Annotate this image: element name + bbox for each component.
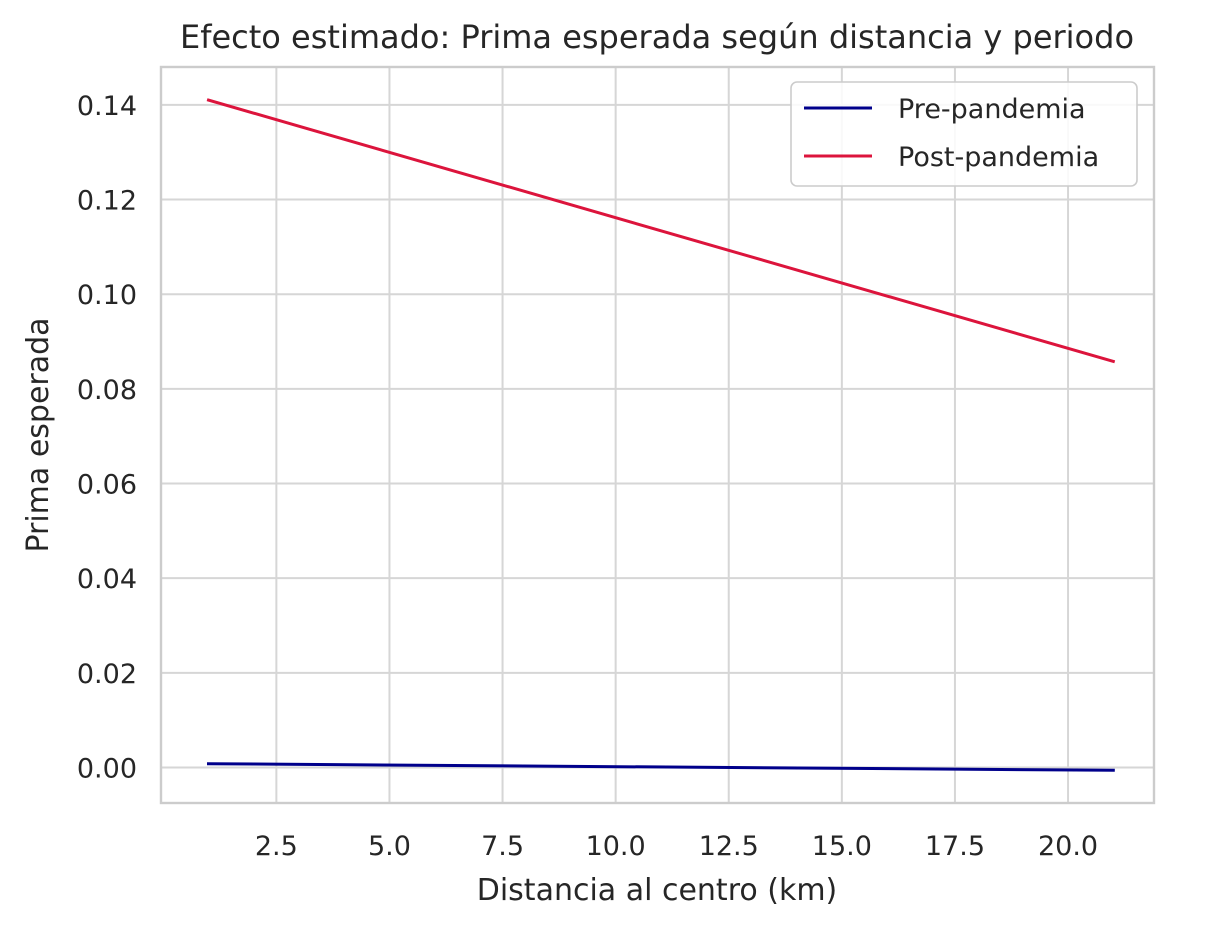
x-tick-label: 2.5	[255, 831, 298, 862]
y-tick-label: 0.06	[77, 470, 137, 501]
y-tick-label: 0.00	[77, 754, 137, 785]
y-tick-label: 0.10	[77, 280, 137, 311]
x-axis-title: Distancia al centro (km)	[477, 873, 838, 908]
plot-frame	[159, 65, 1156, 805]
chart-title: Efecto estimado: Prima esperada según di…	[180, 18, 1134, 56]
x-tick-label: 10.0	[586, 831, 646, 862]
plot-area	[159, 65, 1156, 805]
x-tick-label: 7.5	[481, 831, 524, 862]
y-axis-title: Prima esperada	[21, 317, 56, 552]
series-line-pre-pandemia	[206, 762, 1115, 772]
legend-box	[790, 81, 1138, 187]
x-axis-tick-labels: 2.5 5.0 7.5 10.0 12.5 15.0 17.5 20.0	[255, 831, 1098, 862]
x-tick-label: 5.0	[368, 831, 411, 862]
y-tick-label: 0.02	[77, 659, 137, 690]
x-tick-label: 15.0	[812, 831, 872, 862]
y-tick-label: 0.14	[77, 91, 137, 122]
x-tick-label: 17.5	[925, 831, 985, 862]
series-lines	[206, 98, 1116, 772]
x-tick-label: 12.5	[699, 831, 759, 862]
y-tick-label: 0.08	[77, 375, 137, 406]
x-tick-label: 20.0	[1038, 831, 1098, 862]
y-axis-tick-labels: 0.00 0.02 0.04 0.06 0.08 0.10 0.12 0.14	[77, 91, 137, 785]
legend-label-pre-pandemia: Pre-pandemia	[898, 94, 1086, 125]
legend-label-post-pandemia: Post-pandemia	[898, 142, 1099, 173]
plot-background	[161, 67, 1154, 803]
legend: Pre-pandemia Post-pandemia	[790, 81, 1138, 187]
y-tick-label: 0.04	[77, 564, 137, 595]
y-tick-label: 0.12	[77, 186, 137, 217]
series-line-post-pandemia	[206, 98, 1116, 364]
